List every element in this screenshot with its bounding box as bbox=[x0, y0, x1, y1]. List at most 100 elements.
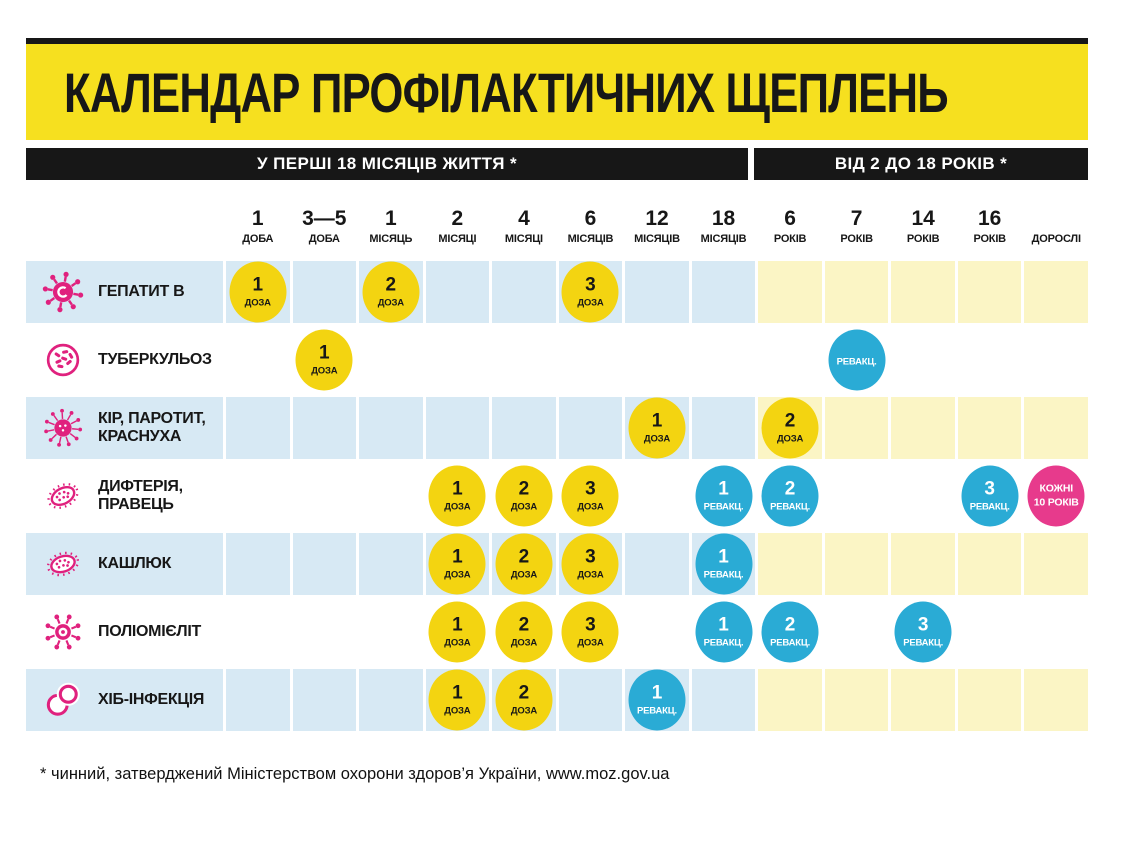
table-cell bbox=[1024, 601, 1088, 663]
table-cell bbox=[492, 397, 556, 459]
table-cell bbox=[692, 397, 756, 459]
disease-label-cell: ДИФТЕРІЯ, ПРАВЕЦЬ bbox=[26, 465, 223, 527]
disease-label-cell: ТУБЕРКУЛЬОЗ bbox=[26, 329, 223, 391]
dose-label: ДОЗА bbox=[444, 706, 470, 717]
disease-label-cell: ПОЛІОМІЄЛІТ bbox=[26, 601, 223, 663]
table-cell bbox=[293, 465, 357, 527]
table-cell bbox=[891, 533, 955, 595]
column-number: 16 bbox=[978, 208, 1001, 229]
dose-label: ДОЗА bbox=[511, 706, 537, 717]
dose-label: ДОЗА bbox=[444, 570, 470, 581]
column-number: 4 bbox=[518, 208, 530, 229]
table-cell bbox=[692, 261, 756, 323]
table-cell bbox=[891, 261, 955, 323]
table-cell bbox=[958, 669, 1022, 731]
table-cell bbox=[226, 533, 290, 595]
table-cell bbox=[891, 465, 955, 527]
dose-label: ДОЗА bbox=[511, 570, 537, 581]
column-number: 18 bbox=[712, 208, 735, 229]
table-cell bbox=[1024, 261, 1088, 323]
section-headers: У ПЕРШІ 18 МІСЯЦІВ ЖИТТЯ * ВІД 2 ДО 18 Р… bbox=[26, 148, 1088, 180]
column-unit: РОКІВ bbox=[973, 233, 1005, 245]
column-number: 6 bbox=[784, 208, 796, 229]
disease-name: ДИФТЕРІЯ, ПРАВЕЦЬ bbox=[98, 478, 223, 515]
dose-label: РЕВАКЦ. bbox=[970, 502, 1010, 513]
table-cell bbox=[1024, 329, 1088, 391]
table-cell bbox=[825, 261, 889, 323]
diphtheria-bacteria-icon bbox=[40, 473, 86, 519]
table-cell bbox=[625, 465, 689, 527]
dose-number: 1 bbox=[452, 548, 463, 567]
column-unit: МІСЯЦІВ bbox=[701, 233, 747, 245]
dose-label: РЕВАКЦ. bbox=[837, 356, 877, 367]
table-cell bbox=[293, 533, 357, 595]
dose-number: 1 bbox=[718, 548, 729, 567]
table-cell bbox=[359, 465, 423, 527]
dose-number: 2 bbox=[519, 616, 530, 635]
column-number: 12 bbox=[645, 208, 668, 229]
disease-name: ГЕПАТИТ В bbox=[98, 283, 223, 301]
table-cell bbox=[226, 329, 290, 391]
table-cell bbox=[891, 329, 955, 391]
table-cell bbox=[958, 329, 1022, 391]
table-cell bbox=[825, 465, 889, 527]
dose-label: РЕВАКЦ. bbox=[704, 502, 744, 513]
column-unit: МІСЯЦЬ bbox=[369, 233, 412, 245]
table-cell bbox=[891, 397, 955, 459]
dose-number: 2 bbox=[519, 480, 530, 499]
column-number: 14 bbox=[911, 208, 934, 229]
column-number: 3—5 bbox=[302, 208, 346, 229]
table-cell bbox=[492, 261, 556, 323]
tuberculosis-bacteria-icon bbox=[40, 337, 86, 383]
dose-number: 1 bbox=[718, 480, 729, 499]
dose-label: РЕВАКЦ. bbox=[637, 706, 677, 717]
dose-circle: 1 ДОЗА bbox=[429, 534, 486, 595]
column-unit: ДОРОСЛІ bbox=[1032, 233, 1081, 245]
table-cell bbox=[625, 329, 689, 391]
table-cell bbox=[426, 261, 490, 323]
dose-number: 1 bbox=[252, 276, 263, 295]
table-cell: 1 РЕВАКЦ. bbox=[692, 465, 756, 527]
column-header: ДОРОСЛІ bbox=[1024, 195, 1088, 249]
table-cell bbox=[559, 669, 623, 731]
section-header-2-to-18-years: ВІД 2 ДО 18 РОКІВ * bbox=[754, 148, 1088, 180]
dose-circle: 2 ДОЗА bbox=[495, 534, 552, 595]
disease-name: КІР, ПАРОТИТ, КРАСНУХА bbox=[98, 410, 223, 447]
disease-label-cell: КІР, ПАРОТИТ, КРАСНУХА bbox=[26, 397, 223, 459]
table-cell bbox=[891, 669, 955, 731]
dose-number: 1 bbox=[718, 616, 729, 635]
dose-number: 2 bbox=[386, 276, 397, 295]
column-number: 1 bbox=[252, 208, 264, 229]
disease-name: ХІБ-ІНФЕКЦІЯ bbox=[98, 691, 223, 709]
table-cell bbox=[958, 601, 1022, 663]
dose-number: 2 bbox=[519, 548, 530, 567]
column-unit: МІСЯЦІ bbox=[438, 233, 476, 245]
page-title: КАЛЕНДАР ПРОФІЛАКТИЧНИХ ЩЕПЛЕНЬ bbox=[64, 60, 948, 125]
dose-label: ДОЗА bbox=[311, 366, 337, 377]
table-cell bbox=[692, 329, 756, 391]
table-cell bbox=[293, 261, 357, 323]
dose-label: ДОЗА bbox=[577, 298, 603, 309]
